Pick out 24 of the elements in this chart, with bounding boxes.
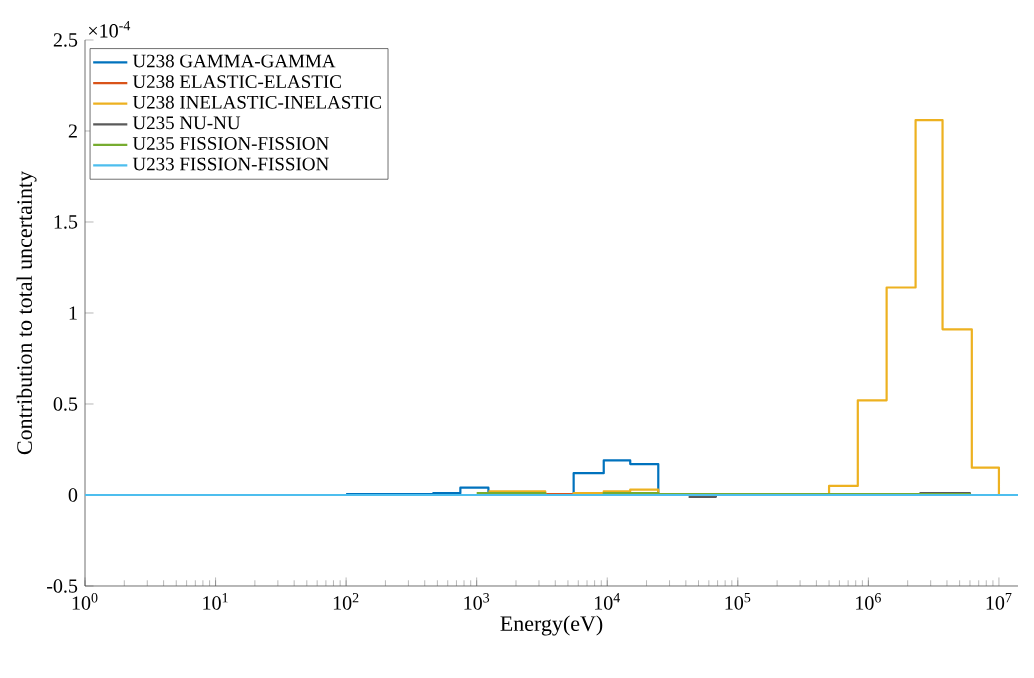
legend-label: U238 GAMMA-GAMMA xyxy=(132,54,336,68)
legend-label: U238 ELASTIC-ELASTIC xyxy=(132,75,341,89)
y-tick-label: 0 xyxy=(68,488,78,502)
y-tick-label: 1 xyxy=(69,306,77,320)
x-tick-label: 10$^{7}$ xyxy=(986,593,1012,610)
x-tick-label: 10$^{5}$ xyxy=(725,593,751,610)
y-axis-title: Contribution to total uncertainty xyxy=(16,170,37,455)
x-tick-label: 10$^{0}$ xyxy=(72,593,98,610)
legend-label: U235 FISSION-FISSION xyxy=(132,137,329,150)
x-tick-label: 10$^{2}$ xyxy=(333,593,359,610)
y-tick-label: 2 xyxy=(68,124,77,138)
x-axis-title: Energy(eV) xyxy=(500,615,603,636)
legend-label: U235 NU-NU xyxy=(132,116,241,130)
x-tick-label: 10$^{1}$ xyxy=(203,593,228,610)
y-tick-label: 1.5 xyxy=(54,215,78,229)
legend-label: U238 INELASTIC-INELASTIC xyxy=(132,95,381,109)
y-tick-label: 0.5 xyxy=(53,397,78,411)
x-tick-label: 10$^{4}$ xyxy=(595,593,621,610)
x-tick-label: 10$^{6}$ xyxy=(856,593,881,610)
x-tick-label: 10$^{3}$ xyxy=(464,593,490,610)
y-tick-label: -0.5 xyxy=(47,579,78,593)
text: ×10$^{-4}$ xyxy=(88,20,131,38)
legend-label: U233 FISSION-FISSION xyxy=(132,157,329,171)
y-tick-label: 2.5 xyxy=(53,33,78,47)
